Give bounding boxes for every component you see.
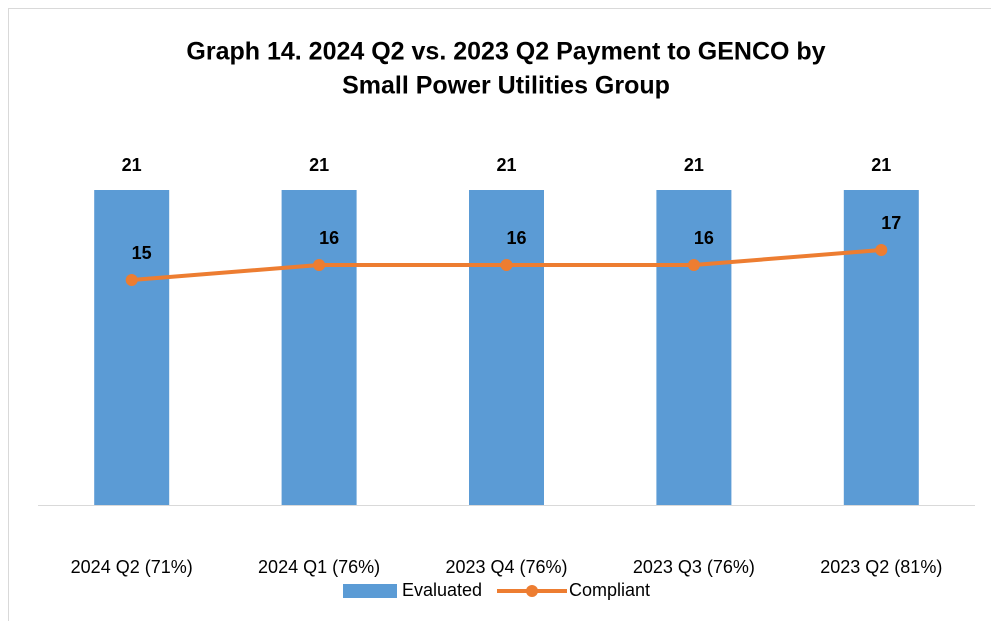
line-value-label: 16 — [319, 228, 339, 248]
line-marker — [875, 244, 888, 256]
bar — [656, 190, 732, 505]
x-tick-label: 2024 Q1 (76%) — [258, 557, 380, 577]
bar — [469, 190, 544, 505]
bar — [94, 190, 170, 505]
x-tick-label: 2023 Q2 (81%) — [820, 557, 942, 577]
chart-title: Graph 14. 2024 Q2 vs. 2023 Q2 Payment to… — [186, 38, 825, 66]
chart-title: Small Power Utilities Group — [342, 72, 670, 100]
x-tick-label: 2023 Q3 (76%) — [633, 557, 755, 577]
bar — [281, 190, 357, 505]
legend-marker — [526, 585, 538, 597]
line-value-label: 16 — [694, 228, 714, 248]
bar-value-label: 21 — [122, 155, 142, 175]
bar-value-label: 21 — [309, 155, 329, 175]
bar — [843, 190, 919, 505]
x-tick-label: 2024 Q2 (71%) — [71, 557, 193, 577]
line-marker — [313, 259, 326, 271]
bar-value-label: 21 — [496, 155, 516, 175]
line-value-label: 15 — [132, 243, 152, 263]
line-marker — [687, 259, 700, 271]
x-tick-label: 2023 Q4 (76%) — [445, 557, 567, 577]
line-value-label: 17 — [881, 213, 901, 233]
bar-value-label: 21 — [871, 155, 891, 175]
legend-label: Evaluated — [402, 580, 482, 600]
line-marker — [125, 274, 138, 286]
legend-swatch — [343, 584, 397, 598]
legend-label: Compliant — [569, 580, 650, 600]
line-value-label: 16 — [506, 228, 526, 248]
bar-value-label: 21 — [684, 155, 704, 175]
line-marker — [500, 259, 513, 271]
